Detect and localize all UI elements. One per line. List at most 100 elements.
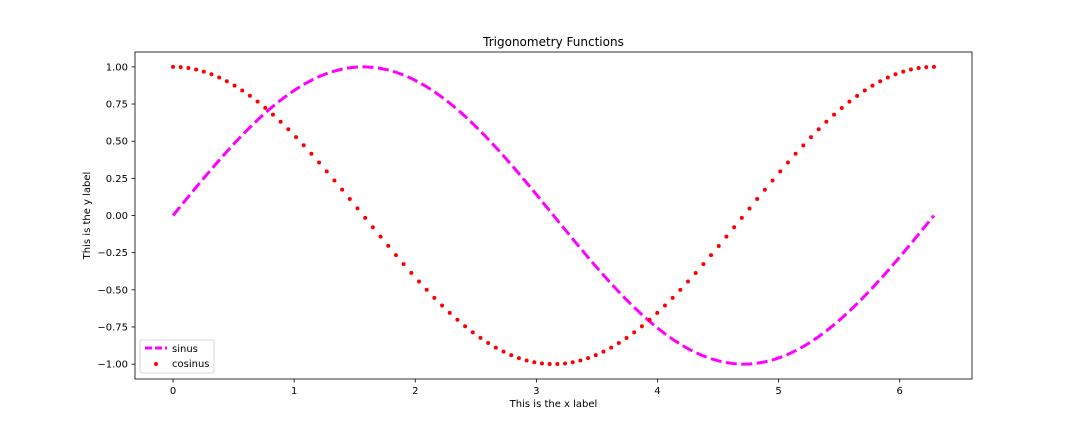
data-point-cosinus [378, 234, 383, 239]
data-point-cosinus [870, 83, 875, 88]
data-point-cosinus [386, 243, 391, 248]
x-axis-title: This is the x label [509, 399, 598, 410]
y-tick-label: 0.75 [106, 100, 128, 111]
data-point-cosinus [563, 361, 568, 366]
data-point-cosinus [686, 279, 691, 284]
x-tick-label: 0 [170, 386, 176, 397]
data-point-cosinus [593, 353, 598, 358]
data-point-cosinus [255, 99, 260, 104]
data-point-cosinus [186, 66, 191, 71]
data-point-cosinus [893, 72, 898, 77]
data-point-cosinus [678, 287, 683, 292]
data-point-cosinus [908, 67, 913, 72]
data-point-cosinus [801, 143, 806, 148]
data-point-cosinus [778, 169, 783, 174]
data-point-cosinus [409, 270, 414, 275]
y-axis: −1.00 −0.75 −0.50 −0.25 0.00 0.25 0.50 0.75 1.00 [97, 62, 135, 371]
legend-label-cosinus: cosinus [172, 359, 210, 370]
data-point-cosinus [347, 197, 352, 202]
data-point-cosinus [701, 262, 706, 267]
data-point-cosinus [286, 127, 291, 132]
data-point-cosinus [816, 127, 821, 132]
data-point-cosinus [855, 93, 860, 98]
data-point-cosinus [470, 330, 475, 335]
x-tick-label: 2 [412, 386, 418, 397]
x-axis: 0 1 2 3 4 5 6 [170, 379, 903, 397]
data-point-cosinus [294, 135, 299, 140]
data-point-cosinus [355, 206, 360, 211]
data-point-cosinus [171, 64, 176, 69]
data-point-cosinus [647, 317, 652, 322]
data-point-cosinus [785, 160, 790, 165]
data-point-cosinus [232, 83, 237, 88]
x-tick-label: 3 [533, 386, 539, 397]
data-point-cosinus [924, 65, 929, 70]
y-tick-label: −0.25 [97, 248, 128, 259]
y-tick-label: −0.50 [97, 285, 128, 296]
data-point-cosinus [901, 69, 906, 74]
x-tick-label: 4 [654, 386, 660, 397]
data-point-cosinus [478, 335, 483, 340]
data-point-cosinus [609, 345, 614, 350]
data-point-cosinus [732, 225, 737, 230]
data-point-cosinus [655, 310, 660, 315]
data-point-cosinus [393, 253, 398, 258]
y-tick-label: 0.00 [106, 211, 128, 222]
data-point-cosinus [601, 349, 606, 354]
data-point-cosinus [532, 360, 537, 365]
x-tick-label: 1 [291, 386, 297, 397]
data-point-cosinus [709, 253, 714, 258]
data-point-cosinus [639, 324, 644, 329]
data-point-cosinus [270, 112, 275, 117]
data-point-cosinus [739, 215, 744, 220]
data-point-cosinus [324, 169, 329, 174]
data-point-cosinus [716, 243, 721, 248]
data-point-cosinus [217, 75, 222, 80]
y-axis-title: This is the y label [82, 172, 93, 261]
data-point-cosinus [432, 295, 437, 300]
data-point-cosinus [524, 358, 529, 363]
data-point-cosinus [201, 69, 206, 74]
data-point-cosinus [570, 360, 575, 365]
data-point-cosinus [747, 206, 752, 211]
y-tick-label: 0.50 [106, 137, 128, 148]
data-point-cosinus [724, 234, 729, 239]
data-point-cosinus [463, 324, 468, 329]
data-point-cosinus [416, 279, 421, 284]
data-point-cosinus [793, 151, 798, 156]
chart-title: Trigonometry Functions [482, 35, 624, 49]
data-point-cosinus [263, 105, 268, 110]
y-tick-label: 0.25 [106, 174, 128, 185]
data-point-cosinus [847, 99, 852, 104]
x-tick-label: 6 [897, 386, 903, 397]
data-point-cosinus [424, 287, 429, 292]
data-point-cosinus [762, 187, 767, 192]
data-point-cosinus [317, 160, 322, 165]
legend-label-sinus: sinus [172, 344, 198, 355]
data-point-cosinus [509, 353, 514, 358]
y-tick-label: 1.00 [106, 62, 128, 73]
data-point-cosinus [539, 361, 544, 366]
data-point-cosinus [209, 72, 214, 77]
legend-swatch-cosinus [154, 362, 158, 366]
data-point-cosinus [808, 135, 813, 140]
data-point-cosinus [340, 187, 345, 192]
data-point-cosinus [555, 362, 560, 367]
data-point-cosinus [632, 330, 637, 335]
y-tick-label: −0.75 [97, 322, 128, 333]
y-tick-label: −1.00 [97, 360, 128, 371]
x-tick-label: 5 [775, 386, 781, 397]
data-point-cosinus [839, 105, 844, 110]
data-point-cosinus [824, 119, 829, 124]
data-point-cosinus [501, 349, 506, 354]
data-point-cosinus [440, 303, 445, 308]
data-point-cosinus [885, 75, 890, 80]
data-point-cosinus [832, 112, 837, 117]
data-point-cosinus [516, 356, 521, 361]
data-point-cosinus [755, 197, 760, 202]
data-point-cosinus [616, 341, 621, 346]
data-point-cosinus [586, 356, 591, 361]
data-point-cosinus [363, 215, 368, 220]
data-point-cosinus [662, 303, 667, 308]
